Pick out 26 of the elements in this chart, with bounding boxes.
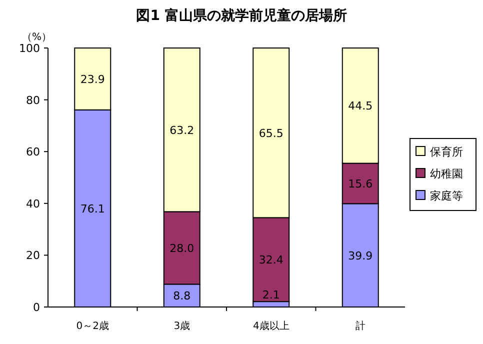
x-tick-label: 計: [355, 320, 366, 332]
data-label: 39.9: [348, 249, 373, 262]
data-label: 65.5: [258, 126, 284, 140]
y-tick-label: 100: [19, 42, 40, 55]
data-label: 15.6: [348, 177, 373, 190]
data-label: 23.9: [80, 72, 105, 86]
data-label: 63.2: [170, 124, 194, 137]
x-tick-label: 0～2歳: [76, 320, 109, 332]
y-tick-label: 20: [26, 249, 40, 262]
data-label: 44.5: [348, 100, 373, 113]
legend-label: 保育所: [430, 146, 463, 158]
x-tick-label: 3歳: [174, 320, 190, 332]
data-label: 8.8: [173, 290, 191, 303]
data-label: 2.1: [262, 288, 280, 302]
y-axis-title: （%）: [22, 32, 52, 43]
y-tick-label: 0: [33, 301, 40, 314]
data-label: 28.0: [170, 242, 194, 255]
legend-label: 幼稚園: [430, 168, 463, 180]
legend-label: 家庭等: [430, 190, 463, 202]
y-tick-label: 80: [26, 94, 40, 107]
chart-title: 図1 富山県の就学前児童の居場所: [136, 7, 347, 24]
y-tick-label: 60: [26, 146, 40, 159]
data-label: 76.1: [80, 202, 105, 216]
x-tick-label: 4歳以上: [252, 320, 290, 332]
data-label: 32.4: [258, 254, 284, 267]
y-tick-label: 40: [26, 197, 40, 210]
